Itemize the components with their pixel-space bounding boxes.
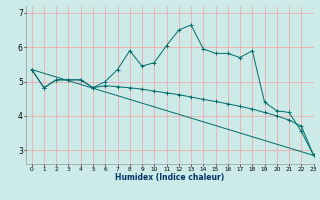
- X-axis label: Humidex (Indice chaleur): Humidex (Indice chaleur): [115, 173, 224, 182]
